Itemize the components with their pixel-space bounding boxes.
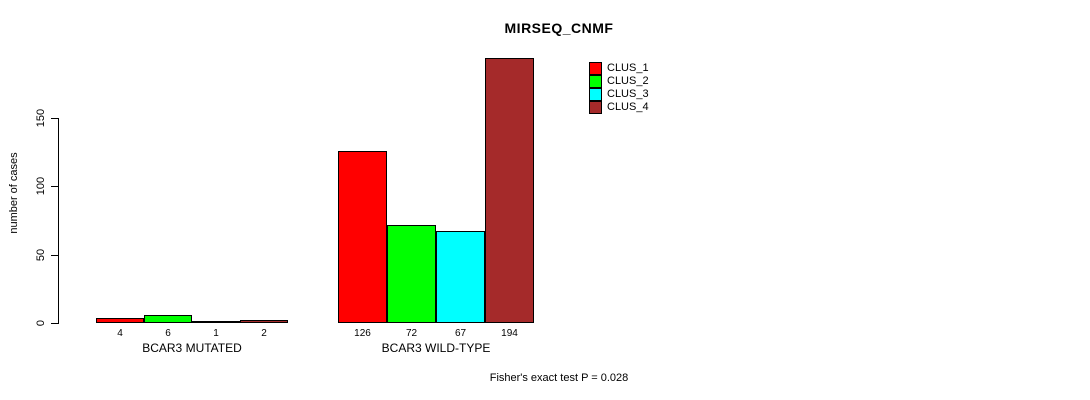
bar-value-label: 6 [165,328,171,339]
y-axis-tick [51,254,58,256]
legend-swatch-clus_4 [589,101,602,114]
group-label: BCAR3 MUTATED [142,341,242,355]
bar-clus_3 [192,321,240,323]
y-axis-tick [51,186,58,188]
y-axis-tick [51,118,58,119]
legend-swatch-clus_1 [589,62,602,75]
bar-value-label: 4 [117,328,123,339]
legend-swatch-clus_2 [589,75,602,88]
legend-label-clus_4: CLUS_4 [607,101,649,113]
bar-clus_2 [144,314,192,323]
y-axis-tick [51,323,58,324]
y-axis-tick-label: 150 [35,108,47,128]
y-axis-tick-label: 50 [35,248,47,261]
bar-value-label: 2 [261,328,267,339]
bar-value-label: 67 [454,328,467,339]
bar-clus_1 [96,317,144,323]
legend-swatch-clus_3 [589,88,602,101]
group-label: BCAR3 WILD-TYPE [381,341,491,355]
legend-label-clus_3: CLUS_3 [607,88,649,100]
y-axis-tick-label: 100 [35,177,47,196]
bar-clus_1 [338,150,387,323]
bar-value-label: 194 [501,328,518,339]
fisher-test-annotation: Fisher's exact test P = 0.028 [489,372,629,384]
legend-label-clus_1: CLUS_1 [607,62,649,74]
bar-value-label: 72 [405,328,418,339]
y-axis-line [58,118,59,324]
bar-value-label: 1 [213,328,219,339]
y-axis-title: number of cases [8,152,20,234]
bar-clus_3 [436,231,485,323]
legend-label-clus_2: CLUS_2 [607,75,649,87]
bar-clus_2 [387,224,436,323]
y-axis-tick-label: 0 [35,319,47,327]
chart-title: MIRSEQ_CNMF [504,20,614,36]
bar-value-label: 126 [354,328,371,339]
bar-clus_4 [485,57,534,323]
bar-clus_4 [240,320,288,323]
